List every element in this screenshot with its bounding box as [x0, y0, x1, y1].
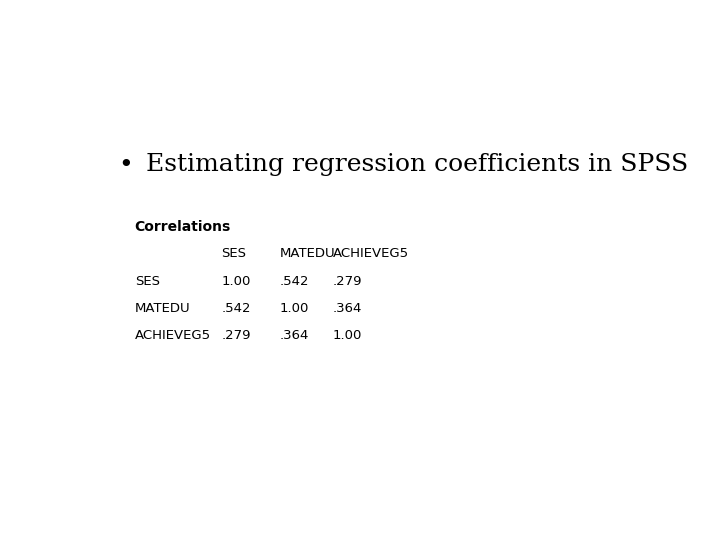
Text: SES: SES [135, 274, 160, 287]
Text: 1.00: 1.00 [280, 301, 309, 314]
Text: .542: .542 [221, 301, 251, 314]
Text: .364: .364 [333, 301, 362, 314]
Text: ACHIEVEG5: ACHIEVEG5 [333, 247, 409, 260]
Text: 1.00: 1.00 [221, 274, 251, 287]
Text: .279: .279 [221, 328, 251, 342]
Text: SES: SES [221, 247, 246, 260]
Text: .364: .364 [280, 328, 309, 342]
Text: Estimating regression coefficients in SPSS: Estimating regression coefficients in SP… [145, 153, 688, 176]
Text: .279: .279 [333, 274, 362, 287]
Text: .542: .542 [280, 274, 309, 287]
Text: MATEDU: MATEDU [135, 301, 190, 314]
Text: 1.00: 1.00 [333, 328, 362, 342]
Text: Correlations: Correlations [135, 220, 231, 234]
Text: ACHIEVEG5: ACHIEVEG5 [135, 328, 211, 342]
Text: •: • [118, 153, 132, 177]
Text: MATEDU: MATEDU [280, 247, 336, 260]
